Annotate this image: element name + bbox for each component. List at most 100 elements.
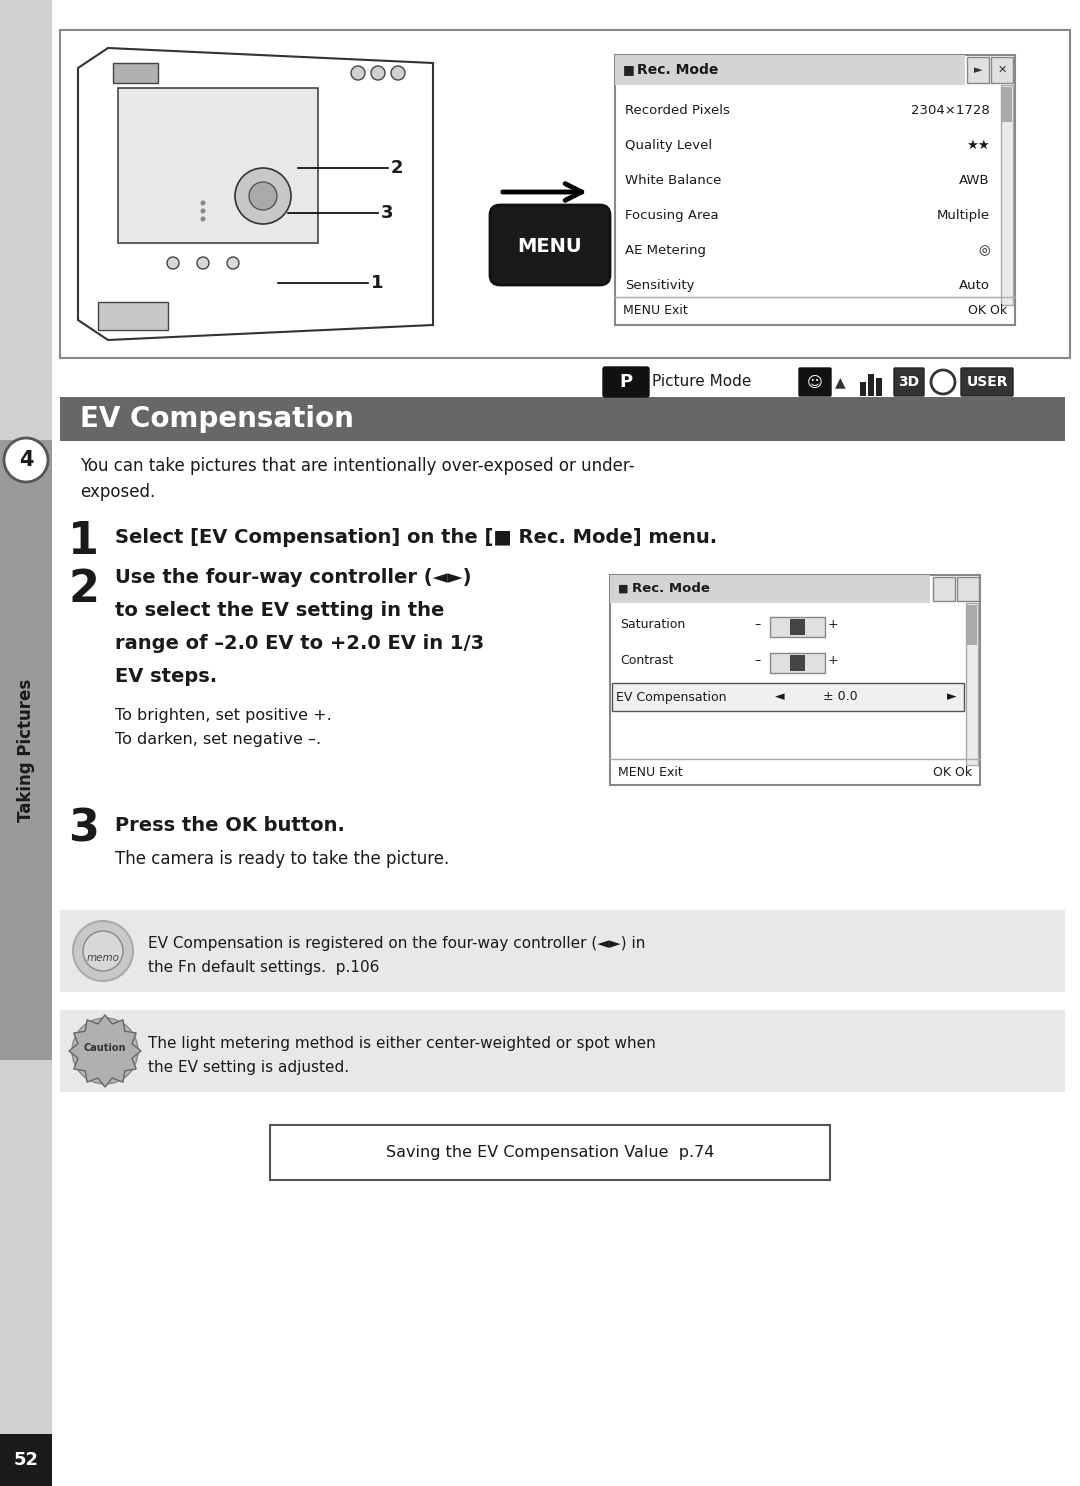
Text: Quality Level: Quality Level: [625, 140, 712, 152]
Text: Recorded Pixels: Recorded Pixels: [625, 104, 730, 117]
Text: –: –: [755, 618, 761, 632]
Bar: [60, 909, 1065, 993]
Bar: [0, 1434, 52, 1486]
Bar: [789, 620, 805, 635]
Text: Use the four-way controller (◄►): Use the four-way controller (◄►): [114, 568, 472, 587]
Text: 3: 3: [381, 204, 393, 221]
FancyBboxPatch shape: [961, 369, 1013, 395]
Text: Caution: Caution: [84, 1043, 126, 1054]
Bar: [957, 577, 978, 600]
Text: 1: 1: [372, 273, 383, 293]
Text: +: +: [827, 654, 838, 667]
Text: memo: memo: [86, 953, 120, 963]
Circle shape: [227, 257, 239, 269]
Bar: [615, 55, 1015, 325]
Text: 52: 52: [13, 1450, 39, 1470]
Text: the Fn default settings.  p.106: the Fn default settings. p.106: [148, 960, 379, 975]
Bar: [610, 575, 930, 603]
FancyBboxPatch shape: [894, 369, 924, 395]
Text: To darken, set negative –.: To darken, set negative –.: [114, 733, 321, 747]
Text: Taking Pictures: Taking Pictures: [17, 679, 35, 822]
Bar: [967, 56, 989, 83]
Text: ▲: ▲: [835, 374, 846, 389]
Text: ■: ■: [618, 584, 629, 594]
Text: Saving the EV Compensation Value  p.74: Saving the EV Compensation Value p.74: [386, 1146, 714, 1161]
Text: ✕: ✕: [997, 65, 1007, 74]
Text: Auto: Auto: [959, 279, 990, 293]
Text: Press the OK button.: Press the OK button.: [114, 816, 345, 835]
Text: P: P: [620, 373, 633, 391]
Bar: [876, 377, 882, 395]
Text: Rec. Mode: Rec. Mode: [632, 583, 710, 596]
Text: Focusing Area: Focusing Area: [625, 210, 718, 221]
Text: to select the EV setting in the: to select the EV setting in the: [114, 600, 444, 620]
Text: The camera is ready to take the picture.: The camera is ready to take the picture.: [114, 850, 449, 868]
Bar: [770, 652, 825, 673]
Circle shape: [249, 181, 276, 210]
Bar: [966, 603, 978, 765]
Text: exposed.: exposed.: [80, 483, 156, 501]
Text: Rec. Mode: Rec. Mode: [637, 62, 718, 77]
Bar: [0, 440, 52, 1060]
Circle shape: [201, 201, 205, 205]
Text: 1: 1: [68, 520, 99, 563]
Polygon shape: [69, 1015, 141, 1086]
Text: ◎: ◎: [978, 244, 990, 257]
Circle shape: [235, 168, 291, 224]
Circle shape: [201, 217, 205, 221]
Text: Select [EV Compensation] on the [■ Rec. Mode] menu.: Select [EV Compensation] on the [■ Rec. …: [114, 528, 717, 547]
Bar: [98, 302, 168, 330]
Text: OK Ok: OK Ok: [933, 765, 972, 779]
Circle shape: [72, 1018, 138, 1083]
Text: EV Compensation: EV Compensation: [616, 691, 727, 703]
Bar: [60, 397, 1065, 441]
Text: 2: 2: [391, 159, 404, 177]
Text: EV steps.: EV steps.: [114, 667, 217, 687]
Bar: [270, 1125, 831, 1180]
Circle shape: [167, 257, 179, 269]
Text: ■: ■: [623, 64, 635, 76]
Bar: [118, 88, 318, 244]
FancyBboxPatch shape: [799, 369, 831, 395]
Text: MENU: MENU: [517, 238, 582, 257]
Bar: [60, 1010, 1065, 1092]
Bar: [789, 655, 805, 672]
Bar: [612, 684, 964, 710]
Text: 3D: 3D: [899, 374, 919, 389]
Bar: [1002, 88, 1012, 122]
Text: You can take pictures that are intentionally over-exposed or under-: You can take pictures that are intention…: [80, 458, 635, 476]
Text: +: +: [827, 618, 838, 632]
Text: MENU Exit: MENU Exit: [618, 765, 683, 779]
Text: OK Ok: OK Ok: [968, 305, 1007, 318]
Text: the EV setting is adjusted.: the EV setting is adjusted.: [148, 1060, 349, 1074]
Text: AWB: AWB: [959, 174, 990, 187]
Text: Sensitivity: Sensitivity: [625, 279, 694, 293]
Text: ± 0.0: ± 0.0: [823, 691, 858, 703]
Text: ◄: ◄: [775, 691, 785, 703]
Bar: [868, 374, 874, 395]
Circle shape: [931, 370, 955, 394]
Text: Picture Mode: Picture Mode: [652, 374, 752, 389]
Text: Saturation: Saturation: [620, 618, 685, 632]
Circle shape: [197, 257, 210, 269]
Text: ★★: ★★: [967, 140, 990, 152]
Circle shape: [372, 65, 384, 80]
Text: White Balance: White Balance: [625, 174, 721, 187]
Text: ►: ►: [974, 65, 982, 74]
Bar: [933, 577, 955, 600]
Circle shape: [83, 932, 123, 970]
Text: To brighten, set positive +.: To brighten, set positive +.: [114, 707, 332, 724]
Circle shape: [201, 208, 205, 214]
Text: 4: 4: [18, 450, 33, 470]
Text: range of –2.0 EV to +2.0 EV in 1/3: range of –2.0 EV to +2.0 EV in 1/3: [114, 635, 484, 652]
Circle shape: [73, 921, 133, 981]
Bar: [0, 0, 52, 1486]
Text: USER: USER: [967, 374, 1008, 389]
Bar: [770, 617, 825, 637]
Bar: [967, 605, 977, 645]
Text: ☺: ☺: [807, 374, 823, 389]
Bar: [113, 62, 158, 83]
Text: Multiple: Multiple: [936, 210, 990, 221]
Text: EV Compensation: EV Compensation: [80, 406, 354, 432]
Bar: [60, 30, 1070, 358]
